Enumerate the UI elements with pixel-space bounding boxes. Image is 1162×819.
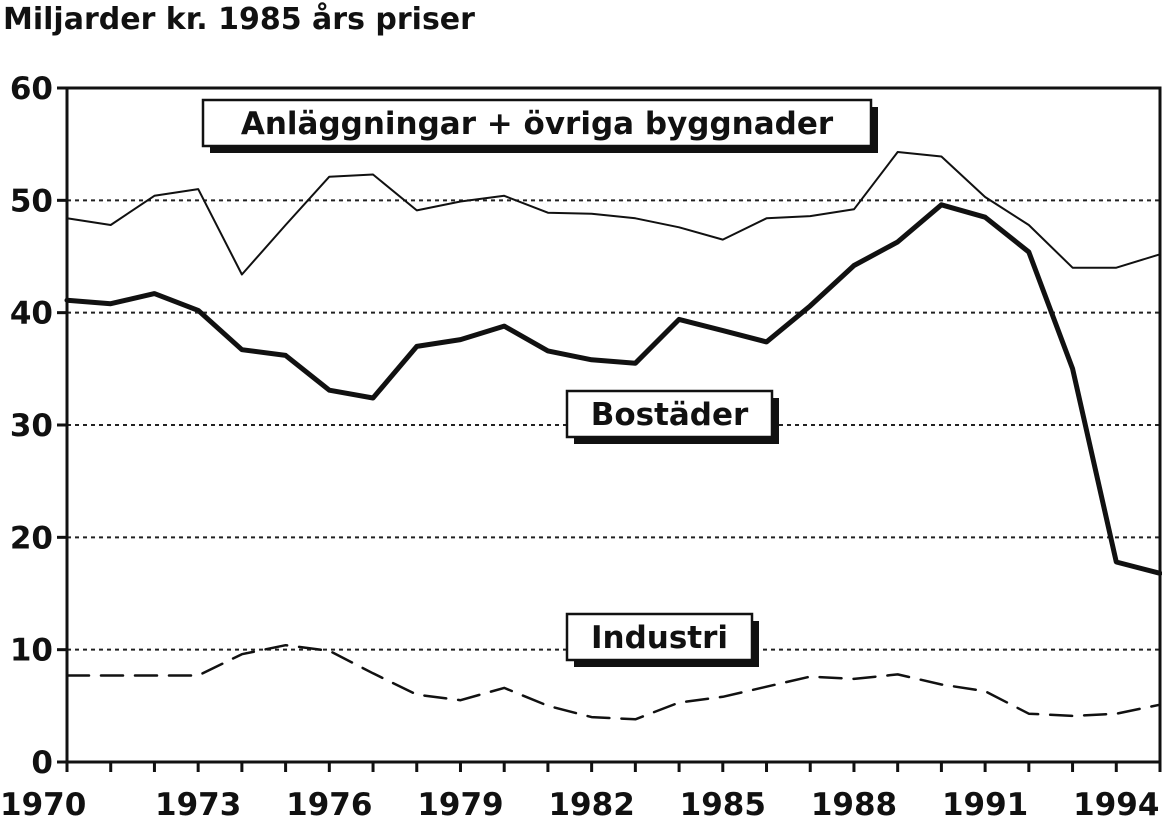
x-tick-labels: 1970 1973 1976 1979 1982 1985 1988 1991 1994 [0, 787, 1159, 819]
y-tick-label-40: 40 [10, 296, 53, 332]
series-label-1: Bostäder [565, 389, 779, 444]
series-line-2 [65, 643, 1162, 721]
series-label-text: Anläggningar + övriga byggnader [241, 106, 834, 142]
series-label-box [565, 389, 774, 439]
series-lines [64, 151, 1162, 721]
x-tick-label-1976: 1976 [286, 787, 372, 819]
series-label-text: Industri [591, 620, 728, 656]
x-tick-label-1979: 1979 [417, 787, 503, 819]
y-tick-label-20: 20 [10, 520, 53, 556]
series-line-1 [64, 202, 1162, 576]
y-tick-label-10: 10 [10, 633, 53, 669]
chart-title: Miljarder kr. 1985 års priser [3, 1, 475, 37]
x-tick-label-1991: 1991 [942, 787, 1028, 819]
series-label-2: Industri [565, 612, 759, 667]
y-tick-label-50: 50 [10, 183, 53, 219]
series-line-0 [66, 151, 1161, 276]
series-labels: Anläggningar + övriga byggnader Bostäder I… [201, 98, 878, 667]
x-tick-label-1970: 1970 [0, 787, 86, 819]
series-label-box [565, 612, 754, 662]
x-tick-label-1994: 1994 [1073, 787, 1159, 819]
x-tick-label-1988: 1988 [811, 787, 897, 819]
series-label-text: Bostäder [591, 397, 749, 433]
y-tick-labels: 0 10 20 30 40 50 60 [10, 71, 53, 781]
y-tick-label-0: 0 [31, 745, 53, 781]
y-tick-label-30: 30 [10, 408, 53, 444]
axis-ticks [57, 86, 1162, 772]
series-label-box [201, 98, 873, 148]
x-tick-label-1985: 1985 [680, 787, 766, 819]
y-tick-label-60: 60 [10, 71, 53, 107]
x-tick-label-1973: 1973 [155, 787, 241, 819]
series-label-0: Anläggningar + övriga byggnader [201, 98, 878, 153]
x-tick-label-1982: 1982 [548, 787, 634, 819]
